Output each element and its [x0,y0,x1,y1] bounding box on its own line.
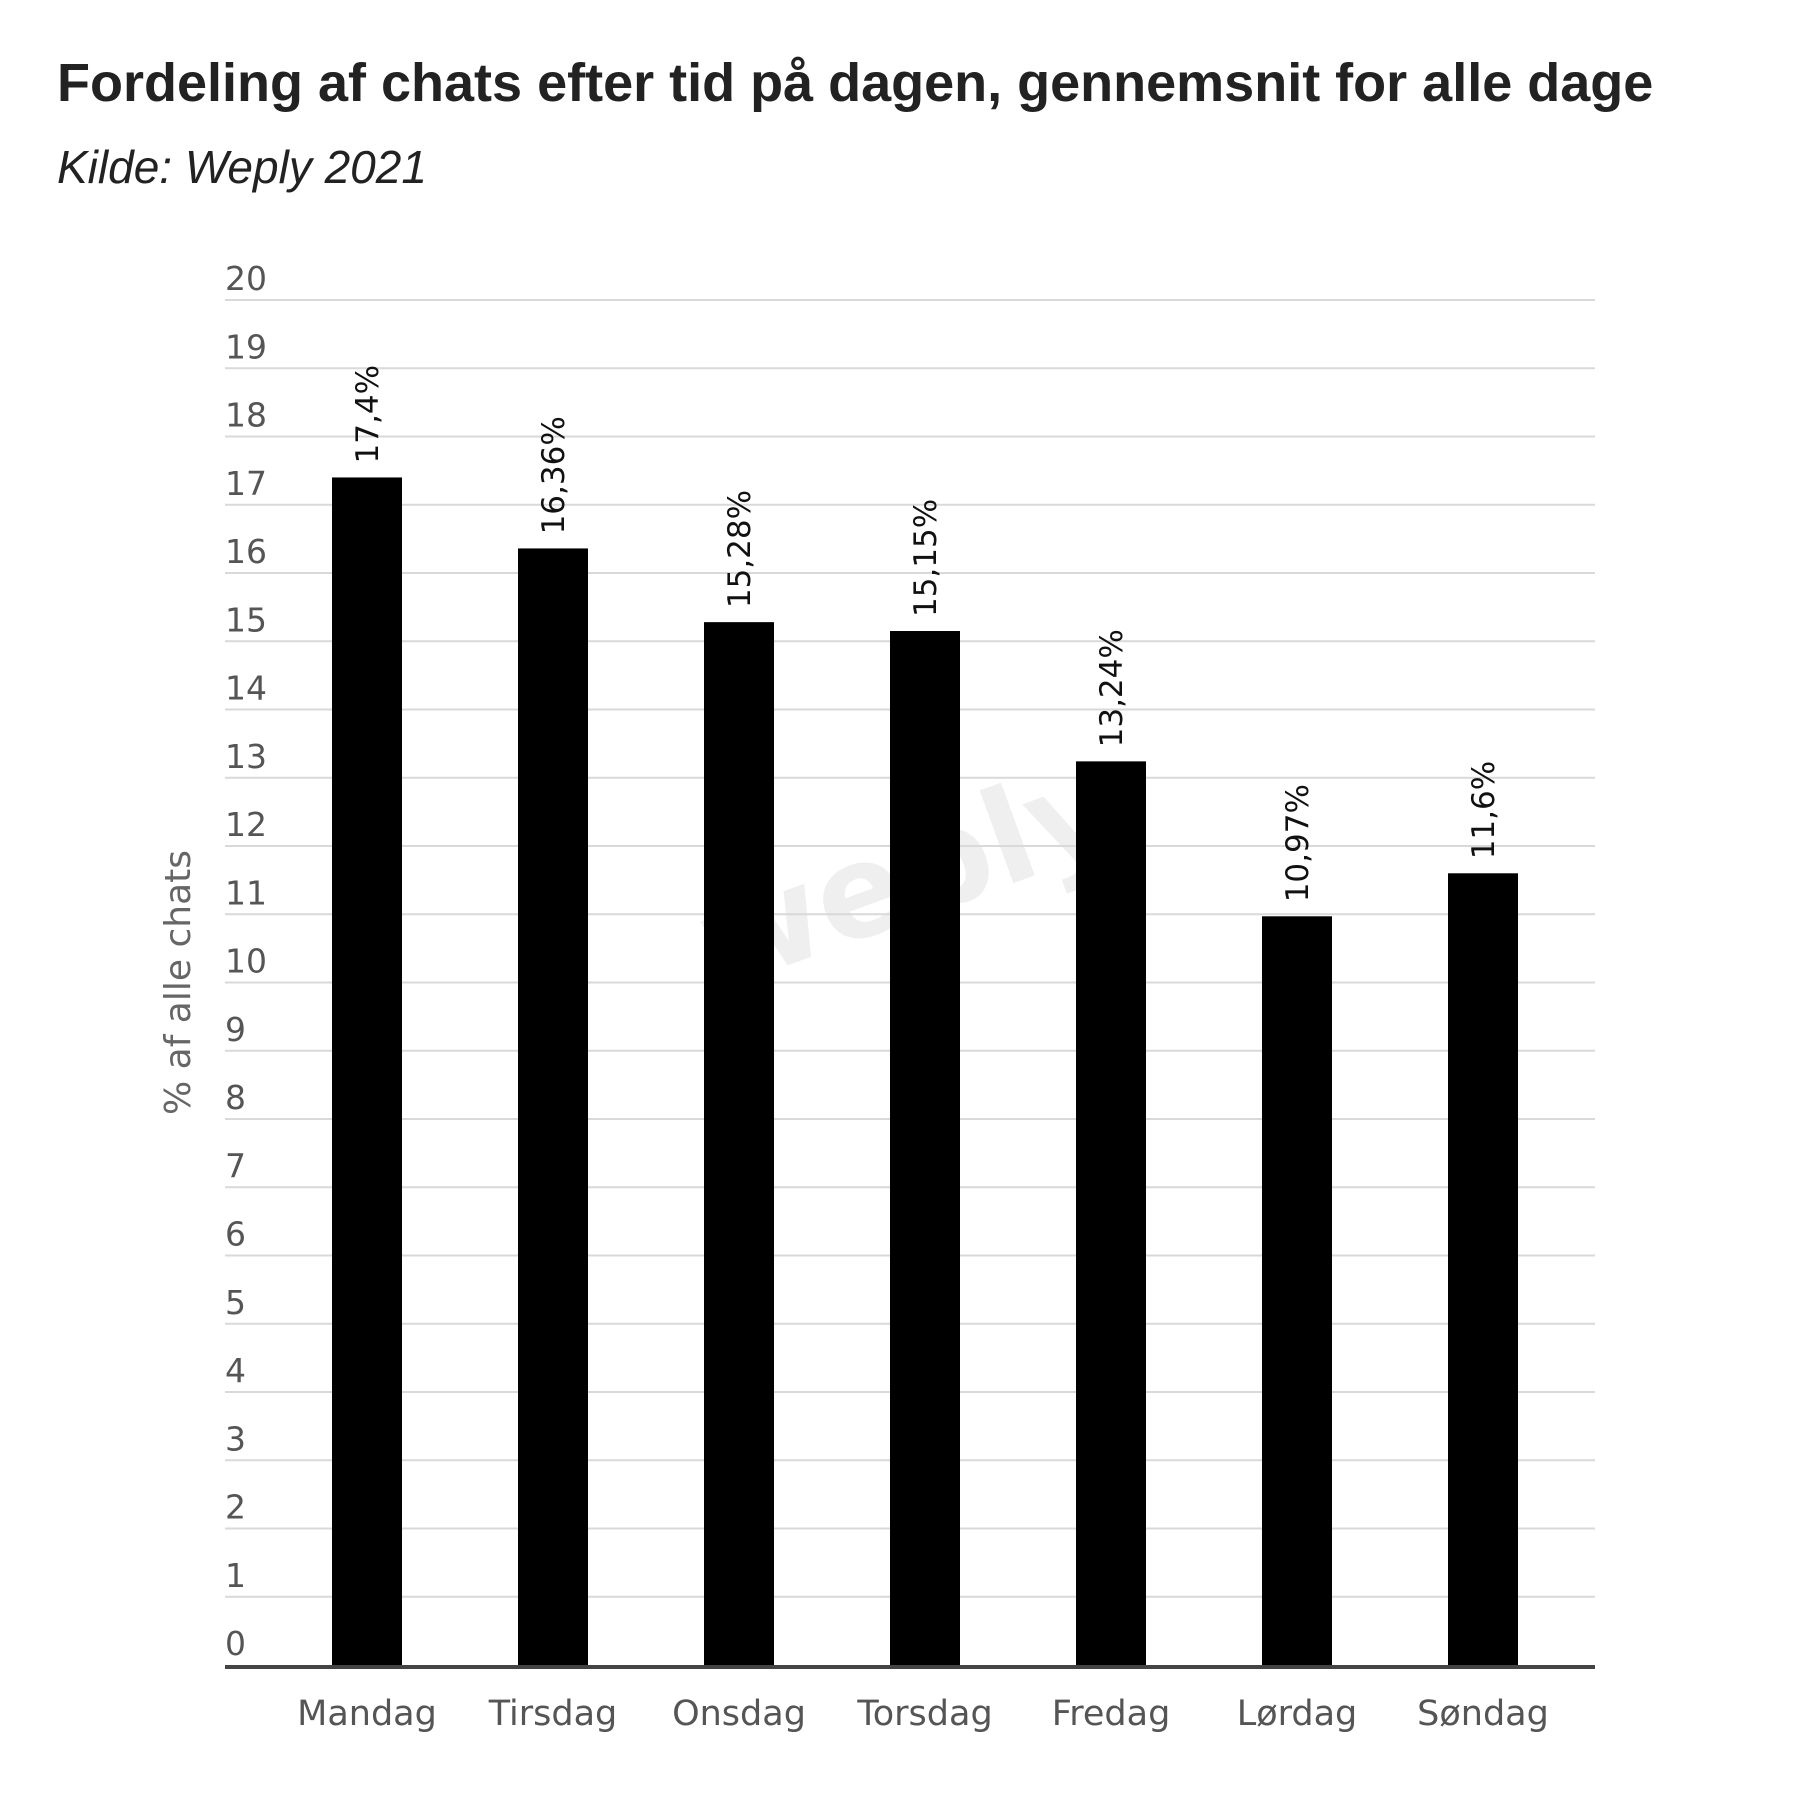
y-tick-label: 6 [225,1215,246,1254]
chart-title: Fordeling af chats efter tid på dagen, g… [57,53,1654,113]
y-tick-label: 17 [225,464,267,503]
data-label: 17,4% [350,365,386,463]
y-tick-label: 19 [225,327,267,366]
y-tick-label: 12 [225,805,267,844]
bar [1076,761,1146,1665]
y-tick-label: 5 [225,1283,246,1322]
bar [332,477,402,1666]
bar [518,548,588,1666]
x-tick-label: Fredag [1052,1694,1171,1734]
y-tick-label: 13 [225,737,267,776]
y-tick-label: 3 [225,1419,246,1458]
bar [704,622,774,1665]
x-tick-label: Torsdag [856,1694,992,1734]
y-tick-label: 11 [225,873,267,912]
x-tick-label: Tirsdag [488,1694,618,1734]
y-tick-label: 2 [225,1488,246,1527]
y-tick-label: 14 [225,669,267,708]
data-label: 15,15% [908,499,944,617]
y-tick-label: 20 [225,259,267,298]
bar [1448,873,1518,1665]
data-label: 15,28% [722,490,758,608]
x-axis-ticks: Mandag Tirsdag Onsdag Torsdag Fredag Lørdag Sø… [297,1694,1549,1734]
bar [890,631,960,1666]
y-tick-label: 10 [225,942,267,981]
y-axis-title: % af alle chats [158,850,199,1115]
x-tick-label: Lørdag [1237,1694,1358,1734]
data-label: 11,6% [1466,761,1502,859]
data-label: 13,24% [1094,629,1130,747]
x-tick-label: Søndag [1417,1694,1549,1734]
y-tick-label: 1 [225,1556,246,1595]
y-tick-label: 7 [225,1146,246,1185]
x-tick-label: Onsdag [672,1694,806,1734]
y-tick-label: 0 [225,1624,246,1663]
y-tick-label: 15 [225,600,267,639]
y-tick-label: 16 [225,532,267,571]
y-tick-label: 8 [225,1078,246,1117]
data-labels: 17,4% 16,36% 15,28% 15,15% 13,24% 10,97% 11,6% [350,365,1502,902]
x-tick-label: Mandag [297,1694,437,1734]
y-tick-label: 4 [225,1351,246,1390]
bar [1262,916,1332,1665]
data-label: 10,97% [1280,784,1316,902]
y-tick-label: 18 [225,396,267,435]
bars [332,477,1518,1666]
chart-subtitle: Kilde: Weply 2021 [57,141,427,193]
data-label: 16,36% [536,416,572,534]
y-tick-label: 9 [225,1010,246,1049]
